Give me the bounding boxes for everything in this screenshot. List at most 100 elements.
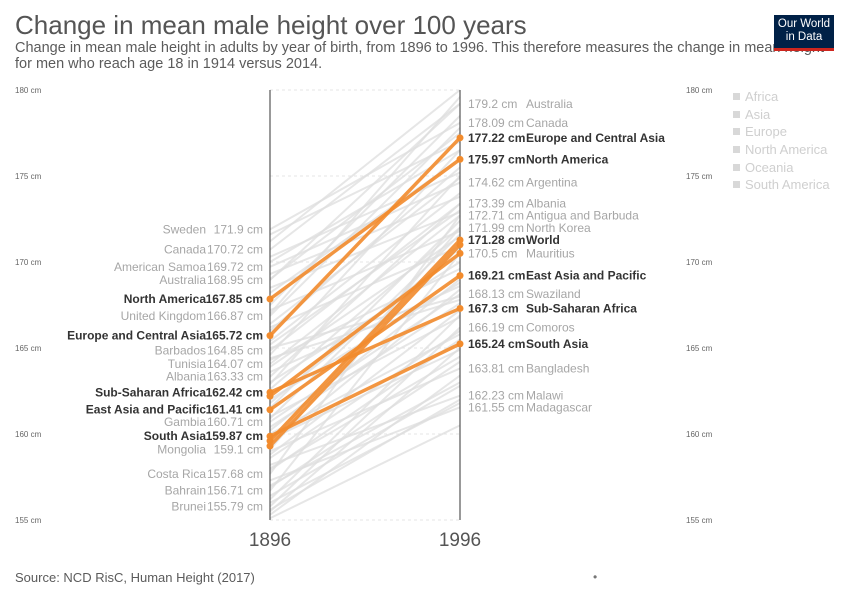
start-highlight-name: South Asia [144, 429, 207, 443]
legend-label: Europe [745, 124, 787, 140]
dot-menu-icon[interactable]: • [593, 570, 598, 584]
start-value-label: 155.79 cm [207, 499, 263, 513]
legend-swatch [733, 163, 740, 171]
background-series-line [269, 329, 461, 459]
end-entity-label: Albania [526, 197, 566, 211]
legend-item-africa[interactable]: Africa [733, 88, 830, 106]
background-series-line [269, 288, 461, 446]
background-series-line [269, 384, 461, 497]
series-point-start-north-america [266, 295, 274, 303]
end-entity-label: Antigua and Barbuda [526, 208, 639, 222]
start-entity-label: Gambia [164, 415, 206, 429]
end-entity-label: Comoros [526, 321, 575, 335]
start-highlight-value: 161.41 cm [206, 403, 263, 417]
y-tick-left: 170 cm [15, 258, 42, 267]
y-tick-left: 155 cm [15, 516, 42, 525]
end-entity-label: Argentina [526, 176, 578, 190]
end-entity-label: Canada [526, 116, 568, 130]
start-value-label: 163.33 cm [207, 370, 263, 384]
source-note[interactable]: Source: NCD RisC, Human Height (2017) [15, 570, 255, 585]
y-tick-left: 175 cm [15, 172, 42, 181]
series-point-end-world [456, 236, 464, 244]
end-highlight-value: 167.3 cm [468, 301, 519, 315]
end-highlight-value: 177.22 cm [468, 131, 525, 145]
legend-swatch [733, 181, 740, 189]
background-series-line [269, 398, 461, 511]
end-value-label: 168.13 cm [468, 287, 524, 301]
start-highlight-name: Europe and Central Asia [67, 329, 206, 343]
start-highlight-value: 162.42 cm [206, 385, 263, 399]
series-line-east-asia-and-pacific [268, 274, 462, 412]
start-entity-label: Canada [164, 243, 206, 257]
background-series-line [269, 115, 461, 306]
legend-item-europe[interactable]: Europe [733, 123, 830, 141]
chart-subtitle: Change in mean male height in adults by … [15, 40, 824, 72]
background-series-line [269, 226, 461, 391]
owid-logo[interactable]: Our World in Data [774, 15, 834, 51]
background-series-line [269, 102, 461, 251]
end-value-label: 172.71 cm [468, 208, 524, 222]
start-entity-label: Tunisia [168, 357, 207, 371]
end-value-label: 162.23 cm [468, 389, 524, 403]
y-tick-right: 170 cm [686, 258, 713, 267]
logo-line-2: in Data [785, 31, 823, 43]
end-highlight-name: North America [526, 152, 609, 166]
legend-item-south-america[interactable]: South America [733, 176, 830, 194]
series-point-start-regional [266, 392, 274, 400]
legend-label: South America [745, 177, 830, 193]
end-value-label: 173.39 cm [468, 197, 524, 211]
legend-label: Oceania [745, 159, 794, 175]
series-point-end-regional [456, 249, 464, 257]
series-line-regional [268, 252, 462, 398]
end-highlight-name: Sub-Saharan Africa [526, 301, 637, 315]
series-line-europe-and-central-asia [268, 136, 462, 337]
end-entity-label: Mauritius [526, 246, 575, 260]
legend-label: North America [745, 142, 828, 158]
start-highlight-value: 159.87 cm [206, 429, 263, 443]
y-tick-left: 160 cm [15, 430, 42, 439]
start-value-label: 160.71 cm [207, 415, 263, 429]
end-highlight-name: Europe and Central Asia [526, 131, 665, 145]
legend-item-asia[interactable]: Asia [733, 106, 830, 124]
background-series-line [269, 309, 461, 456]
x-label-1896: 1896 [249, 530, 291, 551]
start-entity-label: Bahrain [165, 484, 206, 498]
end-highlight-name: South Asia [526, 337, 589, 351]
start-entity-label: United Kingdom [121, 309, 206, 323]
background-series-line [269, 171, 461, 258]
legend-item-north-america[interactable]: North America [733, 141, 830, 159]
background-series-line [269, 314, 461, 501]
series-point-end-regional [456, 241, 464, 249]
legend-swatch [733, 93, 740, 101]
series-point-start-east-asia-and-pacific [266, 406, 274, 414]
x-label-1996: 1996 [439, 530, 481, 551]
end-entity-label: Australia [526, 97, 573, 111]
end-highlight-value: 165.24 cm [468, 337, 525, 351]
start-value-label: 169.72 cm [207, 260, 263, 274]
end-highlight-value: 175.97 cm [468, 152, 525, 166]
background-series-line [269, 209, 461, 346]
end-value-label: 174.62 cm [468, 176, 524, 190]
start-highlight-name: Sub-Saharan Africa [95, 385, 206, 399]
background-series-line [269, 347, 461, 513]
y-tick-right: 165 cm [686, 344, 713, 353]
y-tick-left: 165 cm [15, 344, 42, 353]
legend-item-oceania[interactable]: Oceania [733, 158, 830, 176]
end-entity-label: Swaziland [526, 287, 581, 301]
start-highlight-value: 165.72 cm [206, 329, 263, 343]
background-series-line [269, 245, 461, 329]
background-series-line [269, 424, 461, 520]
series-line-north-america [268, 157, 462, 301]
background-series-line [269, 89, 461, 243]
start-entity-label: Albania [166, 370, 206, 384]
series-point-start-regional [266, 442, 274, 450]
series-point-start-south-asia [266, 432, 274, 440]
start-highlight-name: North America [124, 292, 207, 306]
end-highlight-name: East Asia and Pacific [526, 269, 647, 283]
series-line-world [268, 238, 462, 443]
start-entity-label: Brunei [171, 499, 206, 513]
start-value-label: 166.87 cm [207, 309, 263, 323]
background-series-line [269, 192, 461, 342]
start-value-label: 170.72 cm [207, 243, 263, 257]
start-value-label: 157.68 cm [207, 467, 263, 481]
